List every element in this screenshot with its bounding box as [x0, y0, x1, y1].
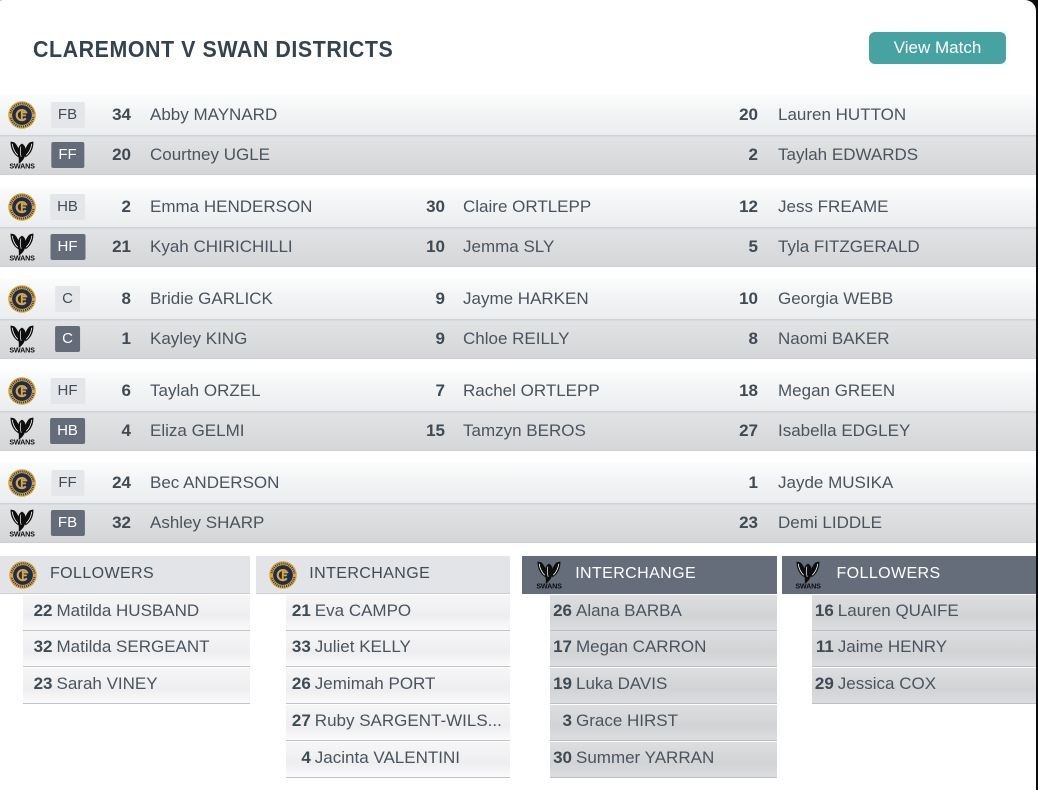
svg-text:SWANS: SWANS: [9, 437, 35, 445]
svg-text:SWANS: SWANS: [9, 345, 35, 353]
svg-text:SWANS: SWANS: [536, 581, 562, 589]
svg-text:SWANS: SWANS: [9, 529, 35, 537]
svg-text:SWANS: SWANS: [9, 253, 35, 261]
svg-text:SWANS: SWANS: [9, 161, 35, 169]
svg-text:SWANS: SWANS: [795, 581, 821, 589]
